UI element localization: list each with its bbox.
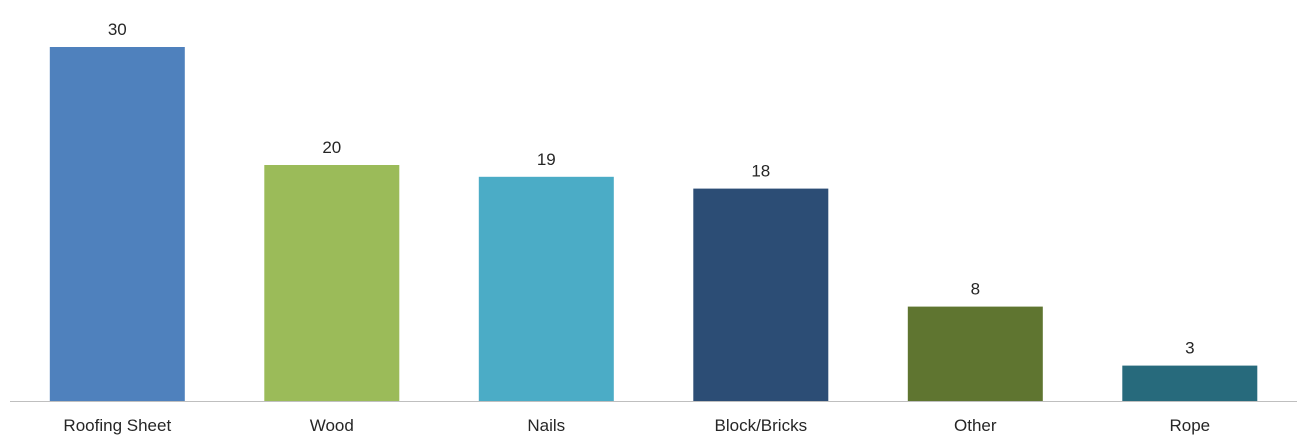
bar-roofing-sheet xyxy=(49,47,185,401)
bars-group xyxy=(49,47,1258,401)
bar-block-bricks xyxy=(693,188,829,401)
category-label-rope: Rope xyxy=(1169,416,1210,435)
category-label-wood: Wood xyxy=(310,416,354,435)
bar-nails xyxy=(478,176,614,401)
category-label-roofing-sheet: Roofing Sheet xyxy=(63,416,171,435)
value-label-roofing-sheet: 30 xyxy=(108,20,127,39)
value-labels-group: 30 20 19 18 8 3 xyxy=(108,20,1195,358)
value-label-nails: 19 xyxy=(537,150,556,169)
value-label-other: 8 xyxy=(971,280,980,299)
value-label-block-bricks: 18 xyxy=(751,162,770,181)
category-label-block-bricks: Block/Bricks xyxy=(715,416,808,435)
bar-rope xyxy=(1122,365,1258,401)
bar-other xyxy=(907,306,1043,401)
bar-wood xyxy=(264,165,400,401)
category-labels-group: Roofing Sheet Wood Nails Block/Bricks Other R… xyxy=(63,416,1210,435)
value-label-wood: 20 xyxy=(322,138,341,157)
category-label-other: Other xyxy=(954,416,997,435)
category-label-nails: Nails xyxy=(527,416,565,435)
value-label-rope: 3 xyxy=(1185,339,1194,358)
